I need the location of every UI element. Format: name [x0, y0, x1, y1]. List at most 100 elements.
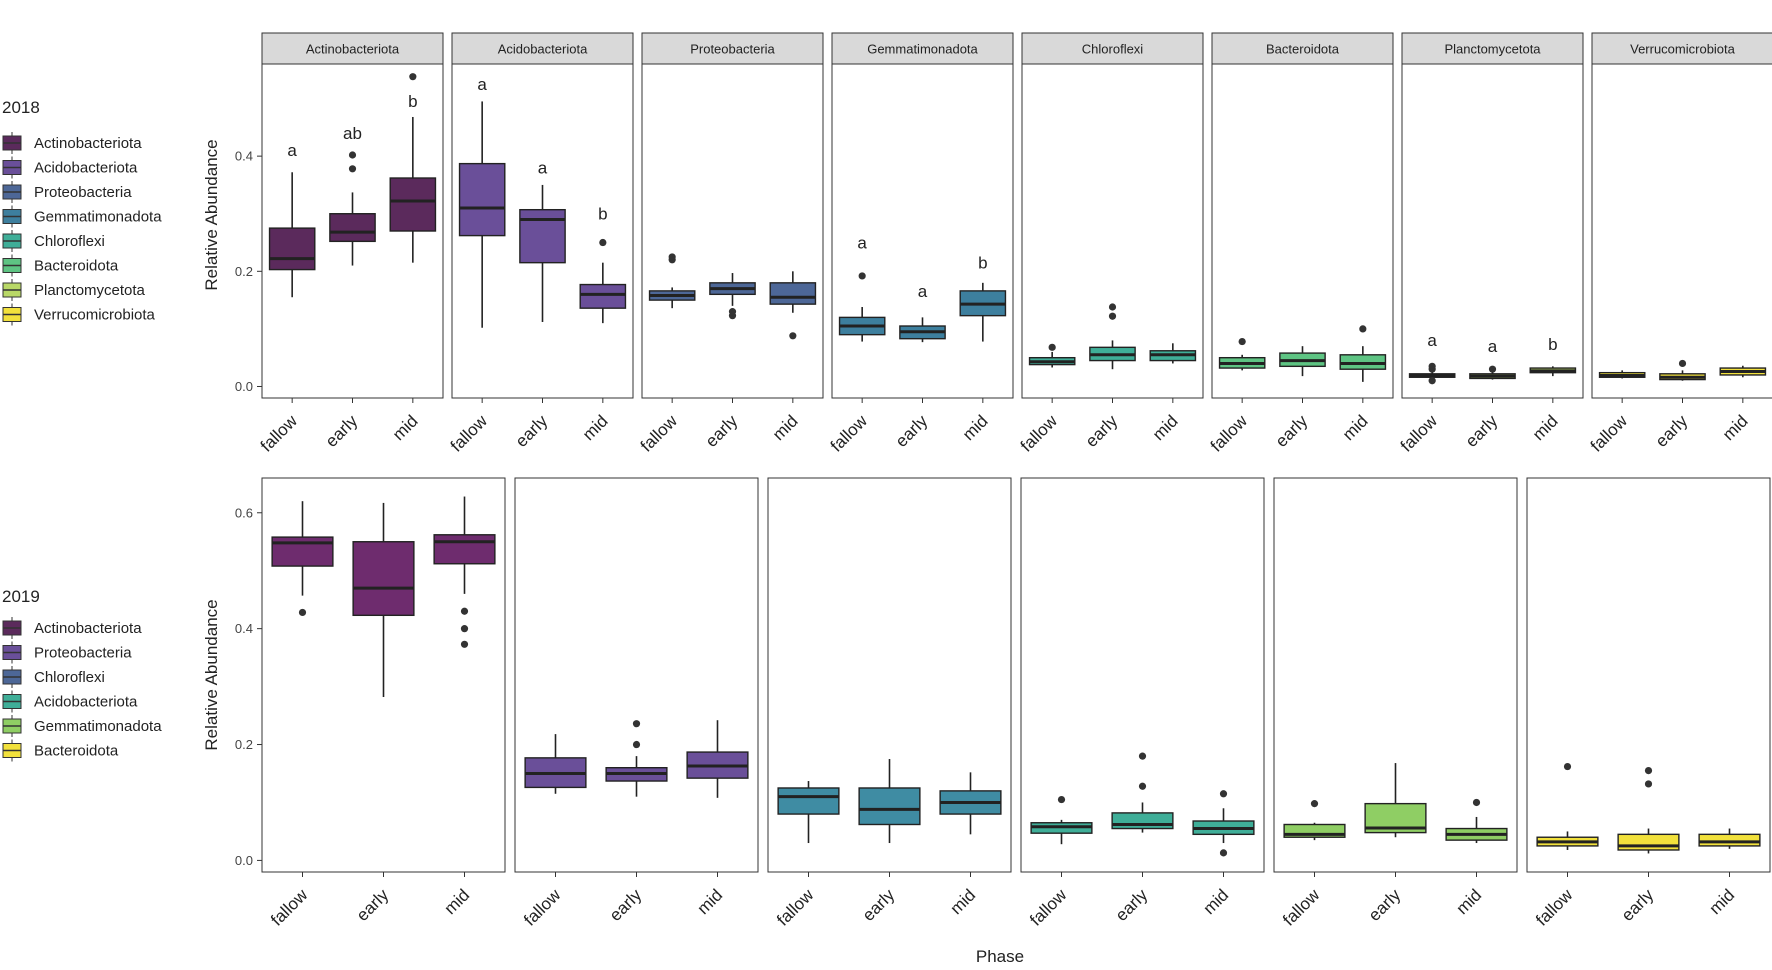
x-tick-label: early: [322, 411, 362, 451]
facet-plot-area: [641, 63, 824, 399]
legend-label: Chloroflexi: [34, 669, 105, 686]
box-iqr: [519, 208, 566, 264]
outlier-point: [1644, 780, 1653, 788]
x-tick-label: early: [1365, 885, 1405, 925]
outlier-point: [1048, 343, 1056, 351]
box-fallow: [648, 253, 696, 309]
outlier-point: [1108, 303, 1117, 311]
x-tick-label: early: [512, 411, 552, 451]
facet-plot-area: [831, 63, 1014, 399]
legend-label: Bacteroidota: [34, 743, 119, 760]
x-tick-label: mid: [1719, 411, 1752, 444]
x-tick-label: fallow: [1532, 885, 1577, 930]
legend-label: Planctomycetota: [34, 282, 146, 299]
facet-strip-label: Actinobacteriota: [306, 42, 400, 57]
box-early: [519, 184, 566, 322]
facet-strip-label: Gemmatimonadota: [867, 42, 978, 57]
facet-panel: fallow early mid: [1020, 477, 1265, 930]
box-fallow: [1030, 795, 1093, 845]
outlier-point: [1644, 767, 1653, 775]
x-tick-label: early: [1462, 411, 1502, 451]
outlier-point: [1359, 325, 1367, 333]
box-mid: [579, 238, 627, 324]
outlier-point: [1238, 337, 1246, 346]
significance-letter: a: [857, 233, 867, 252]
box-fallow: [524, 734, 587, 794]
outlier-point: [298, 608, 307, 617]
x-tick-label: early: [1272, 411, 1312, 451]
box-iqr: [1111, 812, 1174, 830]
facet-panel: Acidobacteriota fallow a early a mid b: [447, 32, 634, 456]
box-mid: [959, 282, 1007, 342]
box-fallow: [1218, 337, 1266, 371]
facet-strip: [1211, 32, 1394, 65]
legend-label: Actinobacteriota: [34, 620, 142, 637]
x-axis-label: Phase: [976, 947, 1024, 966]
facet-plot-area: [1401, 63, 1584, 399]
outlier-point: [728, 308, 737, 316]
facet-strip: [451, 32, 634, 65]
facet-strip-label: Planctomycetota: [1444, 42, 1541, 57]
y-tick-label: 0.4: [235, 621, 253, 636]
outlier-point: [1138, 752, 1147, 760]
facet-panel: Actinobacteriota fallow a early ab mid b: [257, 32, 444, 456]
y-tick-label: 0.4: [235, 149, 253, 164]
legend-label: Verrucomicrobiota: [34, 307, 156, 324]
outlier-point: [632, 740, 641, 749]
x-tick-label: fallow: [257, 411, 302, 456]
outlier-point: [858, 272, 866, 280]
box-mid: [769, 271, 817, 340]
box-mid: [1698, 828, 1761, 849]
box-mid: [939, 772, 1002, 835]
box-fallow: [1536, 762, 1599, 850]
outlier-point: [668, 253, 676, 261]
facet-strip: [831, 32, 1014, 65]
facet-strip: [261, 32, 444, 65]
box-fallow: [1598, 370, 1646, 379]
significance-letter: b: [598, 204, 607, 223]
x-tick-label: mid: [579, 411, 612, 444]
box-early: [329, 151, 376, 266]
box-fallow: [777, 781, 840, 844]
legend-label: Proteobacteria: [34, 645, 132, 662]
x-tick-label: fallow: [637, 411, 682, 456]
legend-label: Acidobacteriota: [34, 160, 138, 177]
x-tick-label: early: [1618, 885, 1658, 925]
box-mid: [686, 720, 749, 798]
outlier-point: [348, 151, 357, 159]
outlier-point: [460, 607, 469, 615]
facet-panel: fallow early mid: [514, 477, 759, 930]
box-fallow: [1028, 343, 1076, 368]
outlier-point: [348, 165, 357, 173]
facet-plot-area: [1526, 477, 1771, 873]
y-tick-label: 0.0: [235, 853, 253, 868]
x-tick-label: early: [353, 885, 393, 925]
x-tick-label: fallow: [827, 411, 872, 456]
box-early: [1279, 346, 1326, 377]
legend-label: Bacteroidota: [34, 258, 119, 275]
outlier-point: [1428, 362, 1436, 370]
x-tick-label: mid: [959, 411, 992, 444]
significance-letter: b: [408, 92, 417, 111]
outlier-point: [1108, 312, 1117, 320]
box-early: [858, 759, 921, 844]
significance-letter: a: [918, 282, 928, 301]
facet-strip-label: Bacteroidota: [1266, 42, 1340, 57]
box-mid: [1192, 790, 1255, 857]
significance-letter: a: [1427, 331, 1437, 350]
box-early: [1111, 752, 1174, 833]
box-iqr: [433, 534, 496, 565]
facet-panel: Planctomycetota fallow a early a mid b: [1397, 32, 1584, 456]
box-iqr: [1617, 833, 1680, 851]
box-mid: [1445, 798, 1508, 844]
facet-panel: fallow early mid: [261, 477, 506, 930]
x-tick-label: fallow: [267, 885, 312, 930]
significance-letter: a: [477, 75, 487, 94]
box-early: [1469, 365, 1516, 380]
outlier-point: [1219, 790, 1228, 798]
x-tick-label: fallow: [520, 885, 565, 930]
outlier-point: [789, 332, 797, 340]
outlier-point: [1488, 365, 1497, 373]
box-iqr: [268, 227, 316, 271]
significance-letter: ab: [343, 124, 362, 143]
